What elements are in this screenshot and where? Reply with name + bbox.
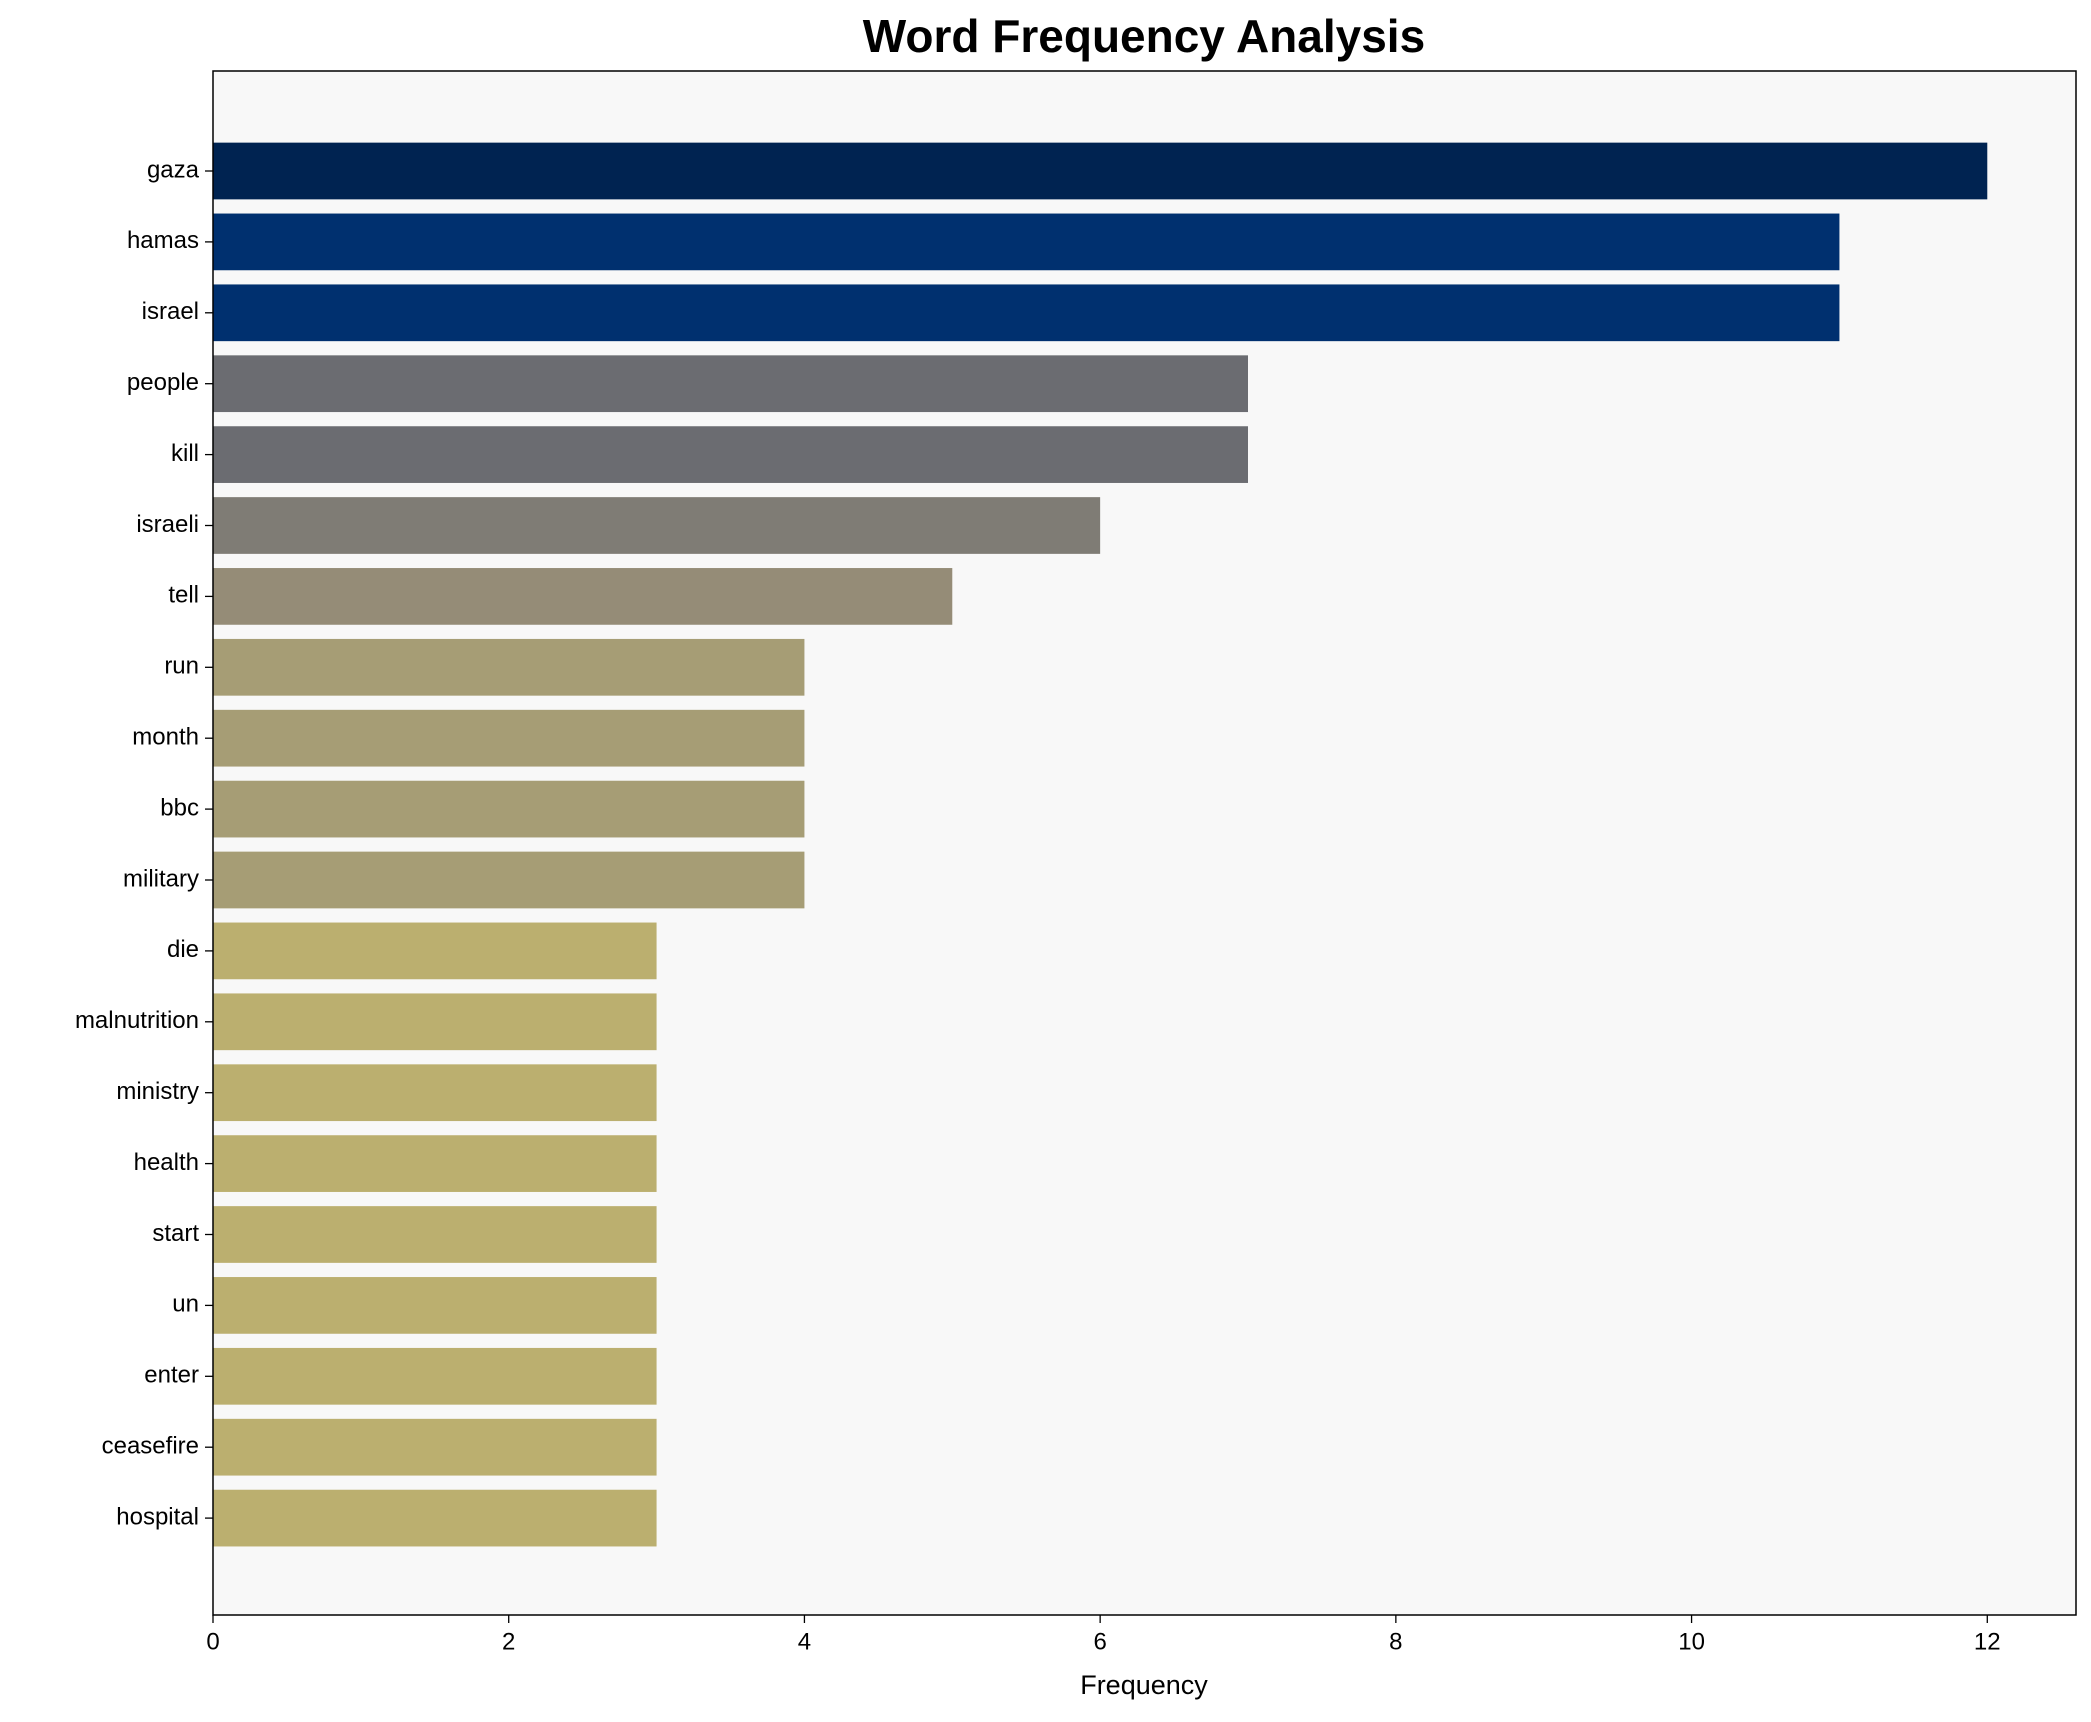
y-tick-label: israeli [136,511,199,538]
y-tick-label: kill [171,440,199,467]
y-tick-label: enter [144,1362,199,1389]
bar [213,993,657,1051]
bar [213,1347,657,1405]
y-tick-label: month [132,724,199,751]
bar [213,780,805,838]
y-tick-label: start [152,1220,199,1247]
chart-title: Word Frequency Analysis [863,10,1425,62]
bar [213,426,1248,483]
bar [213,1206,657,1263]
x-axis-label: Frequency [1080,1670,1208,1700]
bar [213,355,1248,413]
bar [213,497,1101,554]
y-tick-label: ministry [116,1078,199,1105]
bar [213,851,805,909]
y-tick-label: hamas [127,227,199,254]
bar [213,1418,657,1476]
x-tick-label: 2 [502,1628,515,1655]
y-tick-label: military [123,865,199,892]
y-tick-label: gaza [147,156,200,183]
x-tick-label: 0 [206,1628,219,1655]
y-tick-label: malnutrition [75,1007,199,1034]
y-tick-label: hospital [116,1503,199,1530]
y-tick-label: tell [168,582,199,609]
bar [213,142,1988,200]
bar [213,638,805,696]
bar [213,709,805,767]
y-tick-label: run [164,653,199,680]
bar [213,284,1840,342]
bar [213,213,1840,271]
bar [213,568,953,625]
y-tick-label: die [167,936,199,963]
y-tick-label: ceasefire [102,1433,199,1460]
bar [213,1064,657,1122]
y-tick-label: bbc [160,794,199,821]
axes-frame [212,70,2077,1616]
y-tick-label: people [127,369,199,396]
y-tick-label: un [172,1291,199,1318]
x-tick-label: 8 [1389,1628,1402,1655]
bar [213,1489,657,1547]
x-tick-label: 6 [1093,1628,1106,1655]
x-tick-label: 4 [798,1628,811,1655]
bar [213,922,657,980]
y-tick-label: israel [142,298,199,325]
y-tick-label: health [134,1149,199,1176]
x-tick-label: 10 [1678,1628,1705,1655]
x-tick-label: 12 [1974,1628,2001,1655]
bar [213,1277,657,1334]
bar [213,1135,657,1192]
